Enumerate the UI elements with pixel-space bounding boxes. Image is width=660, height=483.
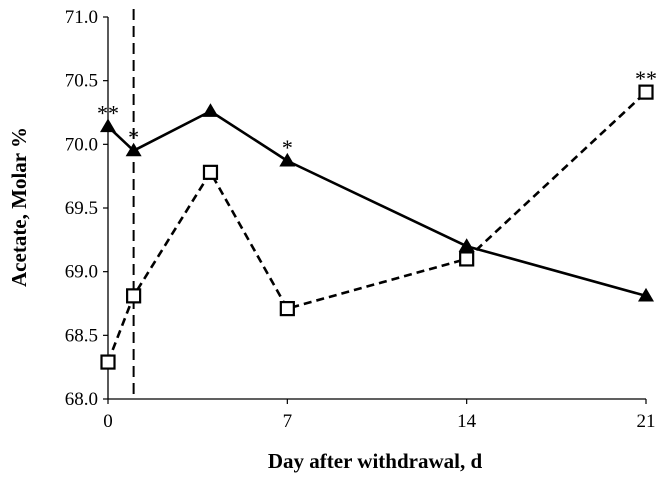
y-tick-label: 69.0 — [65, 262, 98, 283]
axes — [103, 16, 647, 404]
y-axis-title: Acetate, Molar % — [7, 127, 31, 287]
y-tick-label: 70.5 — [65, 71, 98, 92]
series-2-square-point — [100, 354, 116, 370]
x-axis-title: Day after withdrawal, d — [268, 449, 483, 473]
series-2-square-point — [202, 164, 219, 180]
y-tick-label: 68.5 — [65, 325, 98, 346]
series-1-triangle-point — [202, 103, 219, 117]
series-1-triangle-point — [100, 118, 116, 133]
series-2-square-point — [279, 300, 295, 317]
significance-marker: ** — [97, 101, 119, 126]
series-1-triangle-point — [638, 287, 654, 302]
series-2-square-point — [459, 251, 475, 267]
x-tick-label: 0 — [103, 411, 113, 432]
tick-labels: 68.0 68.5 69.0 69.5 70.0 70.5 71.0 0 7 14 21 — [65, 7, 656, 432]
series-2-line — [106, 91, 647, 363]
series-1-line — [107, 109, 647, 298]
y-tick-label: 68.0 — [65, 389, 98, 410]
series-1-triangle-point — [125, 142, 142, 157]
x-tick-label: 14 — [457, 411, 477, 432]
x-tick-label: 7 — [283, 411, 293, 432]
series-group — [100, 84, 654, 370]
series-1-triangle-point — [458, 238, 475, 252]
series-2-square-point — [638, 84, 654, 100]
x-tick-label: 21 — [637, 411, 656, 432]
annotations-group: *** *** — [97, 66, 657, 160]
significance-marker: ** — [635, 66, 657, 91]
series-1-triangle-point — [279, 152, 296, 167]
series-2-square-point — [126, 288, 142, 304]
y-tick-label: 71.0 — [65, 7, 98, 28]
y-tick-label: 70.0 — [65, 134, 98, 155]
significance-marker: * — [128, 125, 139, 150]
significance-marker: * — [282, 135, 293, 160]
y-tick-label: 69.5 — [65, 198, 98, 219]
